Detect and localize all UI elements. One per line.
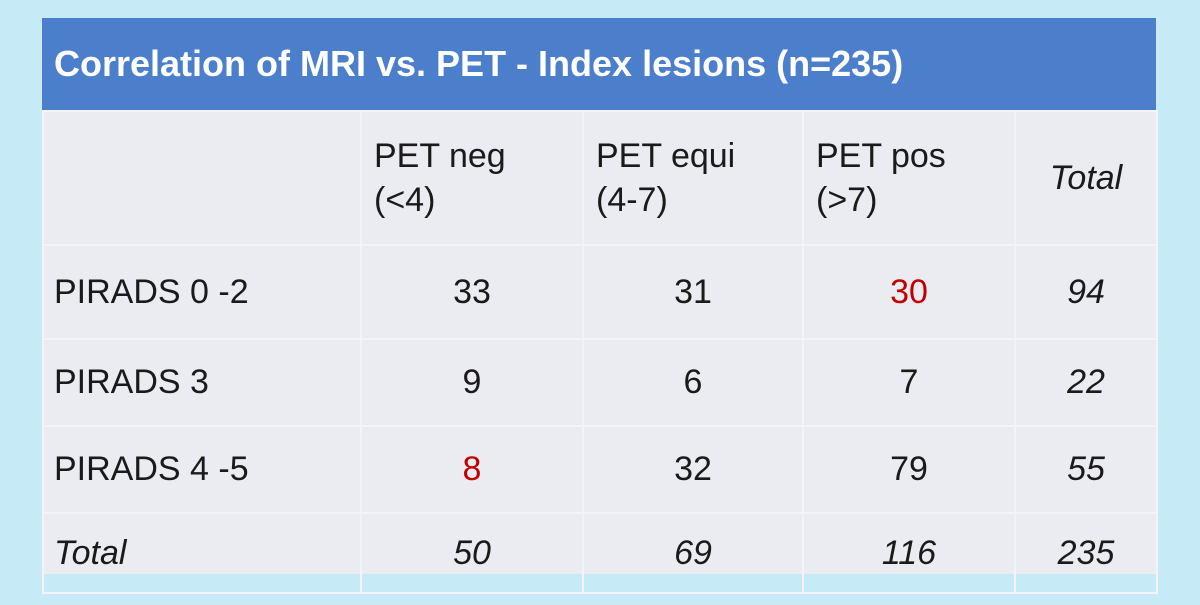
header-pet-pos-line1: PET pos — [816, 137, 946, 175]
header-total: Total — [1014, 110, 1158, 246]
cell-pet-neg-highlight: 8 — [360, 425, 584, 514]
header-pet-neg-line1: PET neg — [374, 137, 506, 175]
row-label: PIRADS 3 — [42, 338, 362, 427]
header-pet-equi-line2: (4-7) — [596, 181, 668, 219]
table-row: PIRADS 0 -2 33 31 30 94 — [42, 244, 1158, 340]
cell-pet-equi: 6 — [582, 338, 804, 427]
correlation-table-container: Correlation of MRI vs. PET - Index lesio… — [42, 18, 1158, 594]
row-label: PIRADS 4 -5 — [42, 425, 362, 514]
table-row: PIRADS 4 -5 8 32 79 55 — [42, 425, 1158, 514]
cell-pet-equi: 32 — [582, 425, 804, 514]
cell-pet-neg: 9 — [360, 338, 584, 427]
header-row: PET neg (<4) PET equi (4-7) PET pos (>7)… — [42, 110, 1158, 246]
cell-row-total: 22 — [1014, 338, 1158, 427]
table-row: PIRADS 3 9 6 7 22 — [42, 338, 1158, 427]
cell-pet-pos: 79 — [802, 425, 1016, 514]
cell-pet-neg: 33 — [360, 244, 584, 340]
cell-pet-equi: 31 — [582, 244, 804, 340]
totals-label: Total — [42, 512, 362, 594]
cell-pet-pos: 7 — [802, 338, 1016, 427]
header-pet-equi: PET equi (4-7) — [582, 110, 804, 246]
total-pet-pos: 116 — [802, 512, 1016, 594]
row-label: PIRADS 0 -2 — [42, 244, 362, 340]
header-pet-pos: PET pos (>7) — [802, 110, 1016, 246]
cell-pet-pos-highlight: 30 — [802, 244, 1016, 340]
table-title: Correlation of MRI vs. PET - Index lesio… — [42, 18, 1156, 110]
correlation-table: PET neg (<4) PET equi (4-7) PET pos (>7)… — [42, 110, 1158, 594]
grand-total: 235 — [1014, 512, 1158, 594]
header-pet-pos-line2: (>7) — [816, 181, 878, 219]
total-pet-neg: 50 — [360, 512, 584, 594]
totals-row: Total 50 69 116 235 — [42, 512, 1158, 594]
header-empty-cell — [42, 110, 362, 246]
cell-row-total: 55 — [1014, 425, 1158, 514]
header-pet-neg: PET neg (<4) — [360, 110, 584, 246]
total-pet-equi: 69 — [582, 512, 804, 594]
cell-row-total: 94 — [1014, 244, 1158, 340]
header-pet-neg-line2: (<4) — [374, 181, 436, 219]
header-pet-equi-line1: PET equi — [596, 137, 736, 175]
